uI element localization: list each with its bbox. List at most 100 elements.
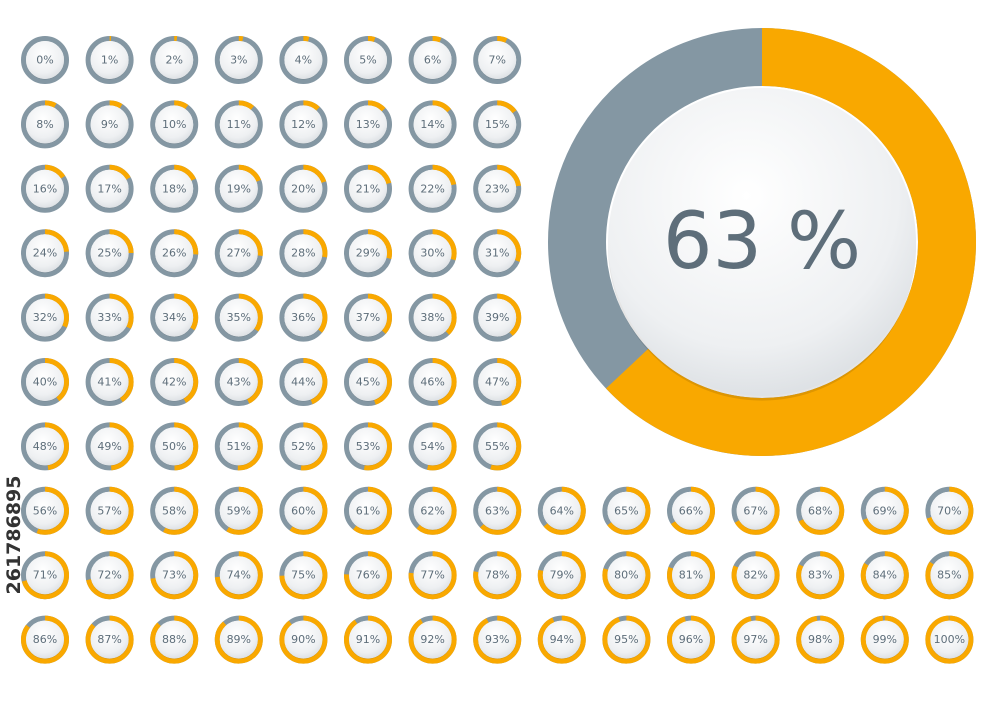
ring-fill (85, 164, 134, 213)
ring-fill (150, 229, 199, 278)
percent-label: 23% (485, 182, 509, 195)
percent-label: 94% (550, 633, 574, 646)
ring-fill (279, 229, 328, 278)
ring-fill (85, 229, 134, 278)
percent-label: 2% (165, 54, 182, 67)
percent-label: 26% (162, 247, 186, 260)
ring-face (26, 234, 64, 273)
percent-label: 31% (485, 247, 509, 260)
percent-label: 47% (485, 376, 509, 389)
ring-face (155, 427, 194, 466)
ring-fill (860, 615, 909, 664)
percent-label: 71% (33, 569, 57, 582)
ring-face (607, 491, 646, 530)
ring-face (26, 169, 64, 208)
ring-fill (214, 615, 263, 664)
ring-face (155, 234, 194, 273)
ring-face (478, 234, 517, 273)
ring-face (413, 491, 452, 530)
ring-face (155, 620, 194, 659)
ring-face (284, 363, 323, 401)
ring-face (413, 620, 452, 659)
ring-fill (344, 615, 392, 664)
percent-label: 11% (227, 118, 251, 131)
ring-face (219, 620, 258, 659)
ring-fill (21, 100, 69, 149)
percent-label: 98% (808, 633, 832, 646)
percent-label: 51% (227, 440, 251, 453)
percent-label: 19% (227, 182, 251, 195)
ring-fill (925, 486, 974, 535)
ring-face (284, 41, 323, 79)
ring-face (542, 620, 581, 659)
ring-fill (925, 615, 974, 664)
percent-label: 62% (420, 504, 444, 517)
percent-label: 66% (679, 504, 703, 517)
ring-fill (408, 486, 457, 535)
ring-face (219, 363, 258, 401)
ring-fill (731, 615, 780, 664)
percent-label: 33% (97, 311, 121, 324)
ring-fill (150, 422, 199, 471)
ring-face (478, 427, 517, 466)
ring-face (155, 105, 194, 144)
ring-face (349, 363, 387, 401)
percent-label: 79% (550, 569, 574, 582)
ring-face (90, 427, 129, 466)
ring-face (930, 491, 969, 530)
percent-label: 70% (937, 504, 961, 517)
ring-face (284, 556, 323, 595)
ring-face (672, 491, 710, 530)
percent-label: 45% (356, 376, 380, 389)
percent-label: 77% (420, 569, 444, 582)
ring-fill (796, 551, 845, 600)
ring-fill (796, 615, 845, 664)
percent-label: 95% (614, 633, 638, 646)
ring-face (478, 298, 517, 337)
ring-fill (667, 551, 715, 600)
ring-fill (279, 551, 328, 600)
ring-face (349, 169, 387, 208)
ring-fill (344, 36, 392, 84)
ring-face (736, 556, 775, 595)
percent-label: 68% (808, 504, 832, 517)
ring-face (90, 169, 129, 208)
percent-label: 74% (227, 569, 251, 582)
ring-fill (408, 293, 457, 342)
ring-face (413, 169, 452, 208)
ring-face (349, 298, 387, 337)
ring-fill (150, 100, 199, 149)
percent-label: 36% (291, 311, 315, 324)
ring-face (736, 491, 775, 530)
ring-fill (214, 551, 263, 600)
ring-face (607, 556, 646, 595)
ring-face (26, 491, 64, 530)
ring-face (284, 620, 323, 659)
ring-face (865, 491, 904, 530)
ring-fill (85, 615, 134, 664)
ring-fill (150, 293, 199, 342)
percent-label: 56% (33, 504, 57, 517)
ring-fill (279, 36, 328, 84)
ring-fill (473, 100, 522, 149)
ring-fill (344, 358, 392, 406)
ring-face (349, 491, 387, 530)
percent-label: 37% (356, 311, 380, 324)
ring-fill (473, 229, 522, 278)
percent-label: 39% (485, 311, 509, 324)
ring-face (26, 620, 64, 659)
ring-face (219, 298, 258, 337)
percent-label: 14% (420, 118, 444, 131)
ring-fill (150, 36, 199, 84)
percent-label: 64% (550, 504, 574, 517)
percent-label: 28% (291, 247, 315, 260)
percent-label: 59% (227, 504, 251, 517)
ring-fill (667, 486, 715, 535)
ring-fill (344, 486, 392, 535)
percent-label: 46% (420, 376, 444, 389)
ring-fill (214, 293, 263, 342)
percent-label: 6% (424, 54, 441, 67)
ring-fill (85, 36, 134, 84)
ring-fill (85, 100, 134, 149)
percent-label: 13% (356, 118, 380, 131)
